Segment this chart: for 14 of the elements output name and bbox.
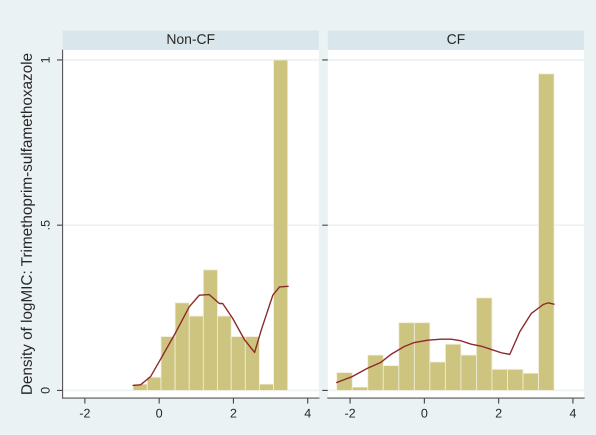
chart-title: CF [447, 34, 465, 44]
x-tick-label: 0 [421, 408, 428, 418]
x-tick-label: 2 [496, 408, 502, 418]
x-tick-label: 4 [570, 408, 576, 418]
x-tick-label: 0 [156, 408, 162, 418]
y-tick-label: 1 [40, 57, 50, 62]
x-tick-label: -2 [345, 408, 356, 418]
x-tick-label: -2 [80, 408, 90, 418]
y-axis-title: Density of logMIC: Trimethoprim-sulfamethoxazole [20, 54, 35, 394]
chart-title: Non-CF [168, 34, 214, 44]
y-tick-label: 0 [40, 387, 50, 394]
x-tick-label: 2 [230, 408, 236, 418]
y-tick-label: .5 [40, 220, 50, 230]
x-tick-label: 4 [304, 408, 311, 418]
